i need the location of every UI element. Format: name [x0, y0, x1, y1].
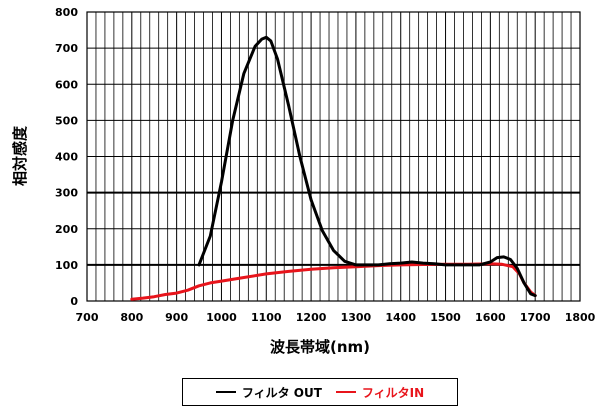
plot-frame	[86, 11, 581, 302]
y-tick-label: 600	[55, 78, 78, 91]
x-tick-label: 1600	[475, 311, 506, 324]
y-axis-title: 相対感度	[11, 125, 29, 186]
x-tick-label: 900	[165, 311, 188, 324]
x-tick-label: 700	[76, 311, 99, 324]
legend-swatch-in	[335, 391, 356, 393]
y-tick-label: 0	[70, 295, 78, 308]
y-tick-label: 300	[55, 187, 78, 200]
series-line-filter-in	[130, 262, 537, 301]
legend: フィルタ OUT フィルタIN	[182, 378, 458, 406]
y-tick-label: 200	[55, 223, 78, 236]
x-tick-label: 1800	[565, 311, 596, 324]
tick-labels: 700 800 900 1000 1100 1200 1300 1400 1500 1600 170…	[55, 6, 596, 324]
x-axis-title: 波長帯域(nm)	[270, 338, 370, 356]
series-lines	[130, 35, 537, 301]
x-tick-label: 1500	[430, 311, 461, 324]
legend-item-in: フィルタIN	[335, 384, 425, 401]
x-tick-label: 1200	[296, 311, 327, 324]
legend-label-out: フィルタ OUT	[241, 385, 322, 400]
x-tick-label: 1100	[251, 311, 282, 324]
x-tick-label: 1000	[206, 311, 237, 324]
y-tick-label: 700	[55, 42, 78, 55]
x-tick-label: 1300	[341, 311, 372, 324]
x-tick-label: 1700	[520, 311, 551, 324]
legend-swatch-out	[215, 391, 236, 393]
y-tick-label: 400	[55, 151, 78, 164]
legend-label-in: フィルタIN	[361, 385, 425, 400]
legend-item-out: フィルタ OUT	[215, 384, 322, 401]
y-tick-label: 800	[55, 6, 78, 19]
chart-svg: 700 800 900 1000 1100 1200 1300 1400 1500 1600 170…	[11, 6, 596, 356]
y-tick-label: 500	[55, 114, 78, 127]
x-tick-label: 800	[120, 311, 143, 324]
series-line-filter-out	[197, 35, 537, 298]
x-tick-label: 1400	[385, 311, 416, 324]
y-tick-label: 100	[55, 259, 78, 272]
